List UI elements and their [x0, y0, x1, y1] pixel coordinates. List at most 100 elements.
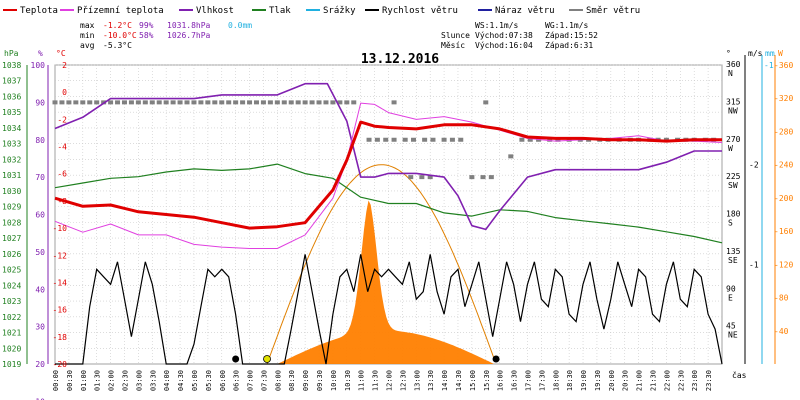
tick-pressure: 1032 — [2, 155, 21, 164]
wind-direction-mark — [135, 100, 141, 105]
tick-pressure: 1027 — [2, 234, 21, 243]
wind-direction-mark — [366, 137, 372, 142]
tick-time: 10:30 — [344, 370, 352, 391]
tick-direction-label: E — [728, 293, 733, 302]
wind-direction-mark — [87, 100, 93, 105]
wind-direction-mark — [149, 100, 155, 105]
wind-direction-mark — [422, 137, 428, 142]
legend-label-smer-vetru: Směr větru — [586, 6, 640, 16]
axis-title-time: čas — [732, 370, 747, 380]
tick-time: 23:00 — [691, 370, 699, 391]
tick-pressure: 1037 — [2, 77, 21, 86]
tick-humidity: 70 — [35, 173, 45, 182]
wind-direction-mark — [177, 100, 183, 105]
tick-time: 06:30 — [233, 370, 241, 391]
sunrise-marker — [263, 355, 271, 363]
tick-time: 08:00 — [274, 370, 282, 391]
wind-direction-mark — [483, 100, 489, 105]
tick-time: 07:00 — [247, 370, 255, 391]
wind-direction-mark — [449, 137, 455, 142]
tick-solar: -280 — [774, 127, 793, 136]
wind-direction-mark — [337, 100, 343, 105]
wind-direction-mark — [419, 175, 425, 180]
tick-time: 03:30 — [149, 370, 157, 391]
tick-time: 17:00 — [524, 370, 532, 391]
tick-time: 01:00 — [80, 370, 88, 391]
tick-pressure: 1023 — [2, 297, 21, 306]
wind-direction-mark — [527, 137, 533, 142]
stat-max-label: max — [80, 21, 95, 30]
wind-direction-mark — [115, 100, 121, 105]
wind-direction-mark — [309, 100, 315, 105]
tick-time: 11:00 — [358, 370, 366, 391]
wind-direction-mark — [295, 100, 301, 105]
tick-solar: -120 — [774, 260, 793, 269]
tick-humidity: 100 — [31, 61, 46, 70]
wind-direction-mark — [73, 100, 79, 105]
tick-pressure: 1036 — [2, 92, 21, 101]
tick-time: 13:30 — [427, 370, 435, 391]
wind-direction-mark — [128, 100, 134, 105]
wind-direction-mark — [59, 100, 65, 105]
tick-time: 09:30 — [316, 370, 324, 391]
sun-label: Slunce — [441, 31, 470, 40]
tick-pressure: 1035 — [2, 108, 21, 117]
moon-label: Měsíc — [441, 41, 465, 50]
wind-wg: WG:1.1m/s — [545, 21, 589, 30]
tick-solar: -200 — [774, 194, 793, 203]
wind-direction-mark — [302, 100, 308, 105]
tick-time: 10:00 — [330, 370, 338, 391]
tick-time: 23:30 — [705, 370, 713, 391]
wind-direction-mark — [205, 100, 211, 105]
axes: hPa% °C 1038 1037 1036 1035 1034 1033 1032 1031 10… — [2, 49, 793, 400]
tick-time: 19:30 — [594, 370, 602, 391]
wind-direction-mark — [316, 100, 322, 105]
tick-time: 21:30 — [650, 370, 658, 391]
tick-time: 02:00 — [108, 370, 116, 391]
legend: Teplota Přízemní teplota Vlhkost Tlak Srážky… — [3, 6, 640, 16]
tick-time: 07:30 — [260, 370, 268, 391]
wind-direction-mark — [108, 100, 114, 105]
wind-direction-mark — [519, 137, 525, 142]
tick-temperature: -16 — [53, 306, 68, 315]
axis-title-temperature: °C — [56, 49, 66, 58]
sun-set: Západ:15:52 — [545, 31, 598, 40]
tick-humidity: 50 — [35, 248, 45, 257]
wind-direction-mark — [402, 137, 408, 142]
tick-time: 15:30 — [483, 370, 491, 391]
wind-direction-mark — [233, 100, 239, 105]
sun-rise: Východ:07:38 — [475, 31, 533, 40]
tick-direction-label: NW — [728, 106, 738, 115]
tick-solar: -40 — [774, 327, 789, 336]
tick-humidity: 60 — [35, 211, 45, 220]
axis-title-wind: m/s — [748, 49, 763, 58]
tick-time: 00:30 — [66, 370, 74, 391]
wind-direction-mark — [142, 100, 148, 105]
tick-wind: -2 — [749, 161, 759, 170]
tick-pressure: 1026 — [2, 250, 21, 259]
axis-title-rain: mm — [765, 49, 775, 58]
wind-direction-mark — [383, 137, 389, 142]
tick-time: 20:00 — [608, 370, 616, 391]
wind-direction-mark — [430, 137, 436, 142]
stat-max-press: 1031.8hPa — [167, 21, 211, 30]
tick-temperature: 0 — [62, 88, 67, 97]
tick-pressure: 1022 — [2, 313, 21, 322]
tick-direction-label: N — [728, 69, 733, 78]
series-line-teplota — [54, 120, 722, 230]
tick-direction-label: SW — [728, 181, 738, 190]
tick-time: 21:00 — [636, 370, 644, 391]
wind-direction-mark — [411, 137, 417, 142]
tick-time: 16:30 — [511, 370, 519, 391]
sun-elevation-curve — [266, 164, 496, 365]
tick-solar: -160 — [774, 227, 793, 236]
stat-max-rain: 0.0mm — [228, 21, 252, 30]
tick-direction-deg: 90 — [726, 284, 736, 293]
wind-direction-mark — [281, 100, 287, 105]
wind-direction-mark — [480, 175, 486, 180]
tick-time: 17:30 — [538, 370, 546, 391]
tick-time: 02:30 — [121, 370, 129, 391]
wind-direction-mark — [247, 100, 253, 105]
tick-solar: -80 — [774, 294, 789, 303]
tick-time: 00:00 — [52, 370, 60, 391]
